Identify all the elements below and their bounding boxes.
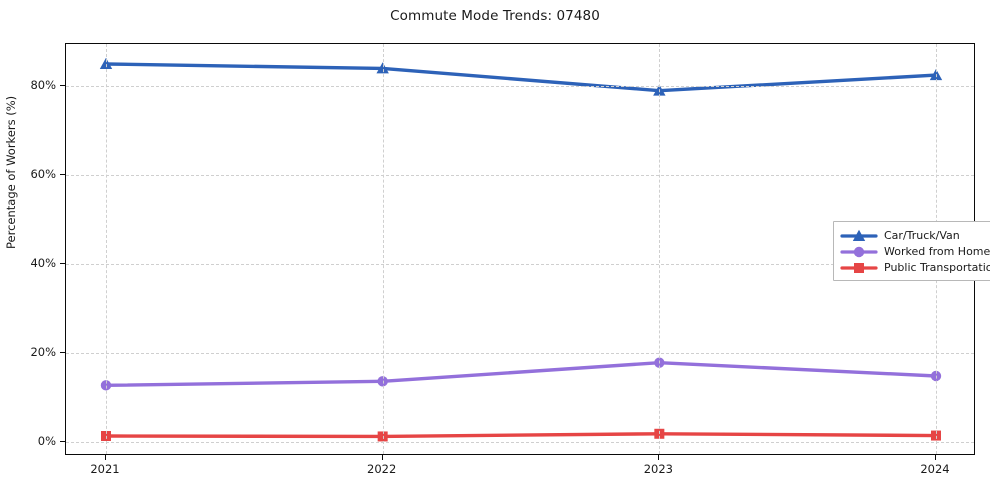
- y-axis-tick-mark: [60, 85, 65, 87]
- gridline-vertical: [382, 44, 384, 454]
- gridline-horizontal: [66, 352, 974, 354]
- chart-legend: Car/Truck/Van Worked from Home Public Tran…: [833, 221, 990, 281]
- legend-marker-icon: [840, 260, 878, 274]
- series-line: [104, 62, 938, 93]
- chart-title: Commute Mode Trends: 07480: [390, 8, 600, 24]
- legend-item[interactable]: Public Transportation: [840, 259, 990, 275]
- legend-label: Worked from Home: [884, 244, 990, 258]
- gridline-horizontal: [66, 175, 974, 177]
- x-axis-tick-label: 2024: [920, 462, 950, 476]
- y-axis-tick-mark: [60, 174, 65, 176]
- x-axis-tick-mark: [658, 455, 660, 460]
- y-axis-tick-mark: [60, 263, 65, 264]
- x-axis-tick-mark: [935, 455, 936, 460]
- y-axis-tick-label: 40%: [30, 256, 56, 270]
- legend-label: Public Transportation: [884, 260, 990, 274]
- gridline-vertical: [659, 44, 661, 454]
- gridline-horizontal: [66, 86, 974, 88]
- legend-marker-icon: [840, 244, 878, 258]
- series-line: [104, 360, 938, 388]
- series-line: [104, 432, 938, 439]
- gridline-horizontal: [66, 264, 974, 265]
- legend-item[interactable]: Car/Truck/Van: [840, 227, 990, 243]
- y-axis-tick-label: 0%: [37, 433, 56, 448]
- gridline-horizontal: [66, 441, 974, 443]
- y-axis-tick-label: 20%: [30, 344, 56, 359]
- gridline-vertical: [106, 44, 107, 454]
- plot-area: [65, 43, 975, 455]
- y-axis-tick-label: 80%: [30, 78, 56, 93]
- y-axis-tick-mark: [60, 440, 65, 442]
- x-axis-tick-label: 2021: [90, 462, 120, 476]
- legend-item[interactable]: Worked from Home: [840, 243, 990, 259]
- x-axis-tick-label: 2023: [643, 462, 673, 476]
- y-axis-tick-mark: [60, 351, 65, 353]
- x-axis-tick-label: 2022: [367, 462, 397, 476]
- legend-label: Car/Truck/Van: [884, 228, 960, 242]
- y-axis-tick-label: 60%: [30, 167, 56, 182]
- x-axis-tick-mark: [381, 455, 383, 460]
- x-axis-tick-mark: [105, 455, 106, 460]
- legend-marker-icon: [840, 228, 878, 242]
